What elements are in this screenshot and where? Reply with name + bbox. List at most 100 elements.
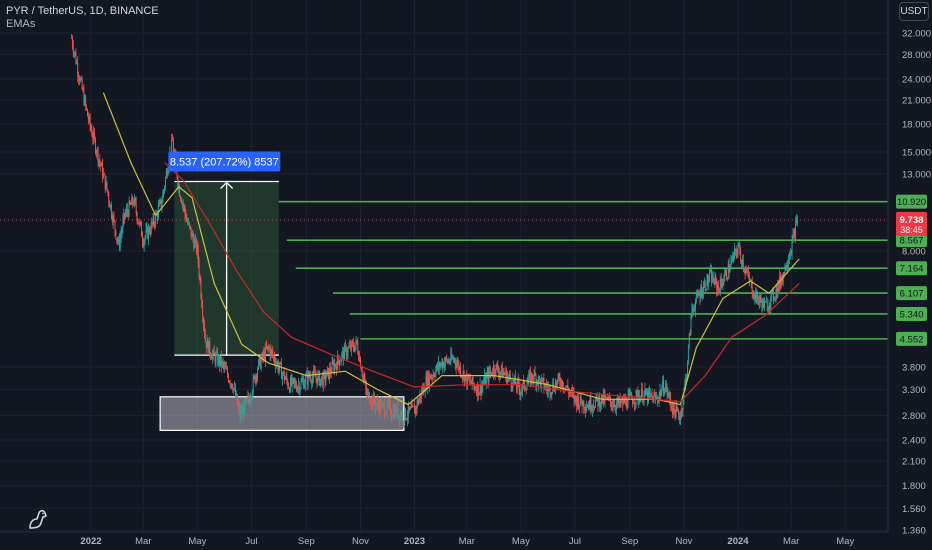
- candle-body: [713, 281, 715, 285]
- candle-body: [439, 365, 441, 368]
- candle-body: [726, 278, 728, 280]
- level-price-tag: [896, 306, 927, 321]
- candle-body: [450, 353, 452, 362]
- candle-body: [287, 380, 289, 387]
- candle-body: [499, 372, 501, 376]
- candle-body: [417, 400, 419, 405]
- candle-body: [155, 213, 157, 225]
- candle-body: [712, 274, 714, 282]
- candle-body: [194, 240, 196, 249]
- level-price-label: 7.164: [900, 264, 924, 275]
- candle-body: [418, 399, 420, 405]
- candle-body: [656, 397, 657, 399]
- candle-body: [540, 378, 542, 387]
- candle-body: [258, 357, 260, 361]
- candle-body: [551, 392, 553, 395]
- candle-body: [189, 225, 191, 228]
- candle-body: [781, 279, 783, 283]
- candle-body: [359, 357, 361, 368]
- candle-body: [579, 395, 581, 405]
- ema-slow-line: [164, 162, 800, 403]
- candle-body: [335, 364, 337, 366]
- candle-body: [393, 409, 395, 419]
- candle-body: [336, 355, 338, 370]
- candle-body: [357, 342, 359, 354]
- chart-header: PYR / TetherUS, 1D, BINANCE EMAs: [6, 5, 159, 31]
- indicator-label[interactable]: EMAs: [6, 18, 36, 30]
- tradingview-dino-icon[interactable]: [26, 507, 50, 536]
- candle-body: [294, 382, 296, 383]
- candle-body: [348, 346, 350, 348]
- candle-body: [87, 116, 89, 121]
- candle-body: [127, 211, 129, 217]
- candle-body: [432, 374, 434, 378]
- candle-body: [101, 163, 103, 167]
- candle-body: [143, 240, 145, 247]
- candle-body: [133, 198, 135, 205]
- candle-body: [274, 356, 275, 362]
- candle-body: [347, 347, 349, 354]
- candle-body: [578, 397, 579, 409]
- candle-body: [753, 296, 755, 299]
- candle-body: [521, 390, 523, 393]
- candle-body: [702, 286, 704, 294]
- candle-body: [663, 381, 665, 394]
- candle-body: [655, 395, 657, 399]
- candle-body: [683, 389, 685, 401]
- candle-body: [256, 374, 258, 378]
- currency-unit-button[interactable]: USDT: [899, 2, 929, 21]
- candle-body: [456, 364, 458, 368]
- candle-body: [607, 396, 609, 400]
- candle-body: [185, 213, 187, 220]
- candle-body: [577, 397, 579, 407]
- candle-body: [141, 236, 143, 242]
- candle-body: [500, 365, 502, 372]
- candle-body: [260, 359, 262, 369]
- candle-body: [424, 391, 426, 393]
- candle-body: [203, 317, 205, 325]
- candle-body: [279, 362, 281, 368]
- candle-body: [608, 396, 610, 399]
- candle-body: [434, 375, 436, 377]
- candle-body: [97, 148, 99, 163]
- candle-body: [397, 406, 399, 418]
- candle-body: [705, 289, 707, 291]
- candle-body: [177, 177, 179, 187]
- candle-body: [219, 356, 220, 365]
- candle-body: [118, 239, 119, 242]
- candle-body: [162, 193, 164, 203]
- candle-body: [513, 378, 515, 382]
- candle-body: [300, 381, 302, 389]
- candle-body: [135, 202, 137, 213]
- symbol-title[interactable]: PYR / TetherUS, 1D, BINANCE: [6, 5, 159, 17]
- candle-body: [701, 286, 703, 297]
- candle-body: [238, 405, 240, 408]
- price-tick-label: 28.000: [902, 50, 931, 61]
- candle-body: [343, 350, 345, 360]
- candle-body: [273, 355, 275, 357]
- candle-body: [385, 412, 387, 415]
- candle-body: [391, 415, 393, 417]
- candle-body: [446, 359, 448, 363]
- candle-body: [106, 181, 108, 191]
- price-tick-label: 3.300: [902, 385, 926, 396]
- candle-body: [596, 394, 598, 399]
- candle-body: [236, 394, 238, 405]
- candle-body: [296, 386, 298, 391]
- candle-body: [206, 339, 208, 348]
- candle-body: [148, 227, 150, 239]
- candle-body: [309, 376, 311, 378]
- candle-body: [313, 370, 315, 373]
- candle-body: [163, 190, 165, 194]
- candle-body: [211, 354, 213, 360]
- candle-body: [210, 353, 212, 357]
- candle-body: [365, 380, 367, 388]
- candle-body: [259, 357, 261, 369]
- candle-body: [468, 374, 470, 380]
- candle-body: [718, 289, 720, 294]
- candle-body: [235, 387, 236, 397]
- candle-body: [697, 293, 699, 296]
- candle-body: [246, 398, 248, 400]
- candle-body: [99, 159, 101, 163]
